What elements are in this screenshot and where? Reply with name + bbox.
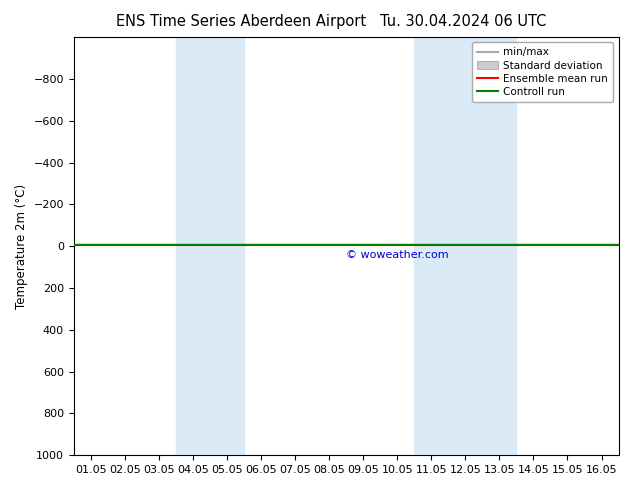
Text: ENS Time Series Aberdeen Airport: ENS Time Series Aberdeen Airport bbox=[116, 14, 366, 29]
Y-axis label: Temperature 2m (°C): Temperature 2m (°C) bbox=[15, 184, 28, 309]
Legend: min/max, Standard deviation, Ensemble mean run, Controll run: min/max, Standard deviation, Ensemble me… bbox=[472, 42, 613, 102]
Text: Tu. 30.04.2024 06 UTC: Tu. 30.04.2024 06 UTC bbox=[380, 14, 546, 29]
Text: © woweather.com: © woweather.com bbox=[346, 250, 449, 260]
Bar bbox=[414, 37, 517, 455]
Bar bbox=[176, 37, 244, 455]
